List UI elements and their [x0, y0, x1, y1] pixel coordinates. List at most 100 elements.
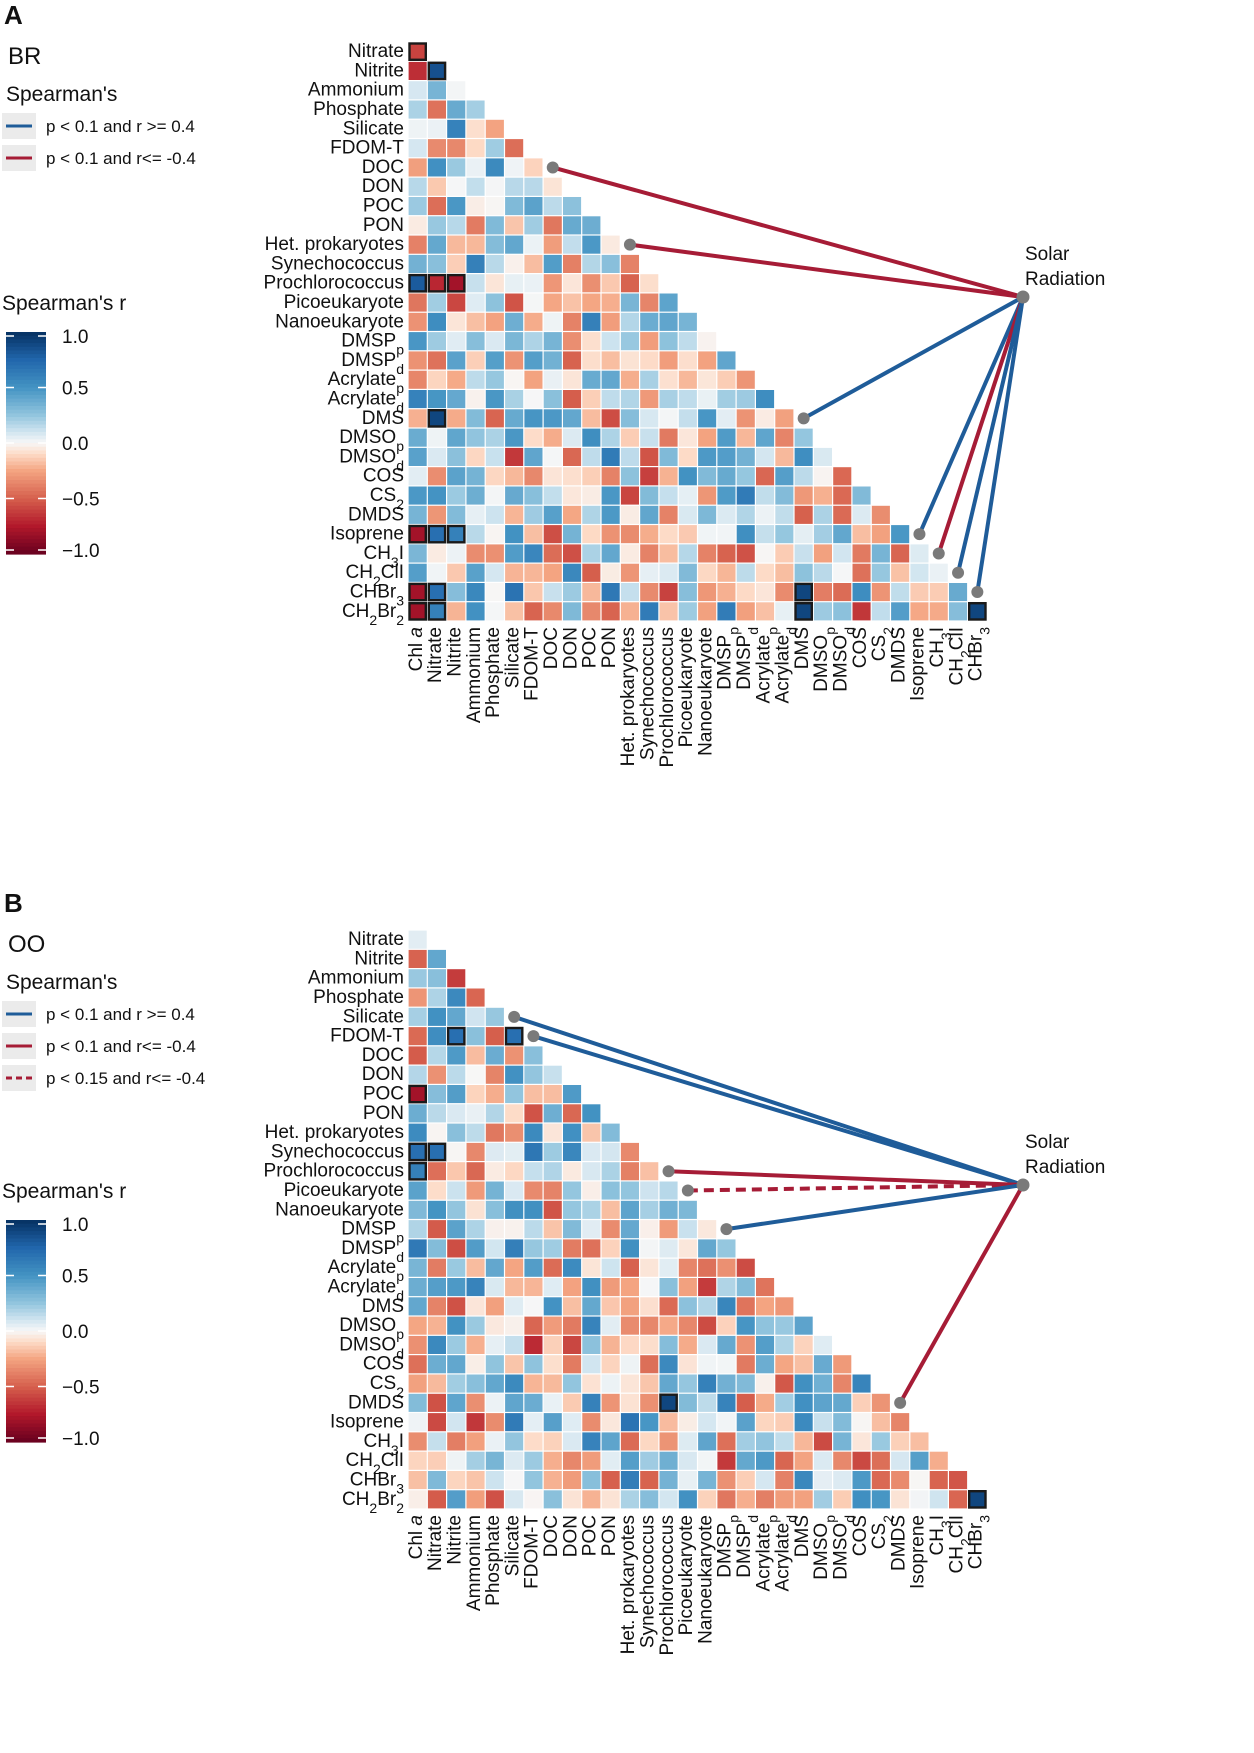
heatmap-cell — [524, 486, 543, 505]
heatmap-cell — [543, 428, 562, 447]
col-label-chl-a: Chl a — [406, 1515, 427, 1559]
col-label-poc: POC — [580, 627, 601, 668]
heatmap-cell — [505, 1181, 524, 1200]
heatmap-cell — [447, 505, 466, 524]
heatmap-cell — [736, 602, 755, 621]
heatmap-cell — [543, 563, 562, 582]
significant-cell-outline — [968, 602, 987, 621]
heatmap-cell — [485, 332, 504, 351]
heatmap-cell — [601, 1393, 620, 1412]
heatmap-cell — [620, 1142, 639, 1161]
heatmap-cell — [813, 525, 832, 544]
heatmap-cell — [717, 1316, 736, 1335]
heatmap-cell — [775, 1413, 794, 1432]
heatmap-cell — [563, 332, 582, 351]
heatmap-cell — [543, 1471, 562, 1490]
heatmap-cell — [601, 254, 620, 273]
heatmap-cell — [447, 1297, 466, 1316]
row-label-ch3i: CH3I — [363, 543, 404, 570]
heatmap-cell — [485, 1355, 504, 1374]
heatmap-cell — [794, 1316, 813, 1335]
heatmap-cell — [543, 1085, 562, 1104]
significant-cell-outline — [408, 42, 427, 61]
colorbar-step — [6, 1220, 46, 1225]
heatmap-cell — [678, 409, 697, 428]
heatmap-cell — [659, 1181, 678, 1200]
col-label-dms: DMS — [792, 627, 813, 669]
heatmap-cell — [659, 1200, 678, 1219]
heatmap-cell — [756, 447, 775, 466]
heatmap-cell — [871, 1393, 890, 1412]
heatmap-cell — [505, 1258, 524, 1277]
heatmap-cell — [717, 563, 736, 582]
col-label-chbr3: CHBr3 — [966, 1515, 993, 1569]
heatmap-cell — [447, 1413, 466, 1432]
heatmap-cell — [582, 409, 601, 428]
heatmap-cell — [427, 351, 446, 370]
heatmap-cell — [601, 332, 620, 351]
col-label-fdom-t: FDOM-T — [522, 1515, 543, 1589]
heatmap-cell — [427, 486, 446, 505]
heatmap-cell — [408, 428, 427, 447]
heatmap-cell — [427, 235, 446, 254]
heatmap-cell — [427, 1432, 446, 1451]
heatmap-cell — [910, 544, 929, 563]
row-label-nanoeukaryote: Nanoeukaryote — [275, 311, 404, 332]
heatmap-cell — [447, 100, 466, 119]
heatmap-cell — [871, 525, 890, 544]
heatmap-cell — [563, 1258, 582, 1277]
heatmap-cell — [620, 563, 639, 582]
legend-item-label: p < 0.1 and r<= -0.4 — [46, 1037, 196, 1056]
heatmap-cell — [427, 1142, 446, 1161]
col-label-dmspp: DMSPp — [715, 627, 742, 690]
heatmap-cell — [485, 1297, 504, 1316]
heatmap-cell — [756, 1432, 775, 1451]
heatmap-cell — [427, 312, 446, 331]
colorbar-tick-label: 0.5 — [62, 1267, 88, 1288]
heatmap-cell — [485, 1471, 504, 1490]
heatmap-cell — [485, 235, 504, 254]
heatmap-cell — [427, 1471, 446, 1490]
colorbar-step — [6, 1282, 46, 1288]
heatmap-cell — [833, 602, 852, 621]
heatmap-cell — [524, 1123, 543, 1142]
heatmap-cell — [524, 1142, 543, 1161]
heatmap-cell — [427, 1490, 446, 1509]
heatmap-cell — [620, 1490, 639, 1509]
colorbar-step — [6, 361, 46, 366]
colorbar-step — [6, 1349, 46, 1354]
heatmap-cell — [698, 583, 717, 602]
heatmap-cell — [717, 1374, 736, 1393]
heatmap-cell — [968, 1490, 987, 1509]
heatmap-cell — [408, 1451, 427, 1470]
colorbar-step — [6, 1319, 46, 1325]
colorbar-step — [6, 439, 46, 444]
heatmap-cell — [659, 486, 678, 505]
heatmap-cell — [601, 428, 620, 447]
heatmap-cell — [447, 969, 466, 988]
row-label-nitrite: Nitrite — [354, 60, 404, 81]
heatmap-cell — [427, 1123, 446, 1142]
heatmap-cell — [485, 390, 504, 409]
heatmap-cell — [620, 1200, 639, 1219]
heatmap-cell — [620, 254, 639, 273]
heatmap-cell — [447, 1027, 466, 1046]
heatmap-cell — [659, 1335, 678, 1354]
col-label-cs2: CS2 — [869, 627, 896, 661]
heatmap-cell — [582, 1413, 601, 1432]
colorbar-tick-label: −1.0 — [62, 1429, 100, 1450]
row-label-het-prokaryotes: Het. prokaryotes — [265, 234, 404, 255]
heatmap-cell — [524, 1162, 543, 1181]
heatmap-cell — [447, 1393, 466, 1412]
heatmap-cell — [466, 100, 485, 119]
heatmap-cell — [582, 428, 601, 447]
heatmap-cell — [833, 505, 852, 524]
colorbar-step — [6, 394, 46, 400]
heatmap-cell — [756, 390, 775, 409]
heatmap-cell — [775, 1297, 794, 1316]
heatmap-cell — [698, 351, 717, 370]
heatmap-cell — [505, 332, 524, 351]
heatmap-cell — [813, 467, 832, 486]
heatmap-cell — [505, 370, 524, 389]
heatmap-cell — [505, 1065, 524, 1084]
